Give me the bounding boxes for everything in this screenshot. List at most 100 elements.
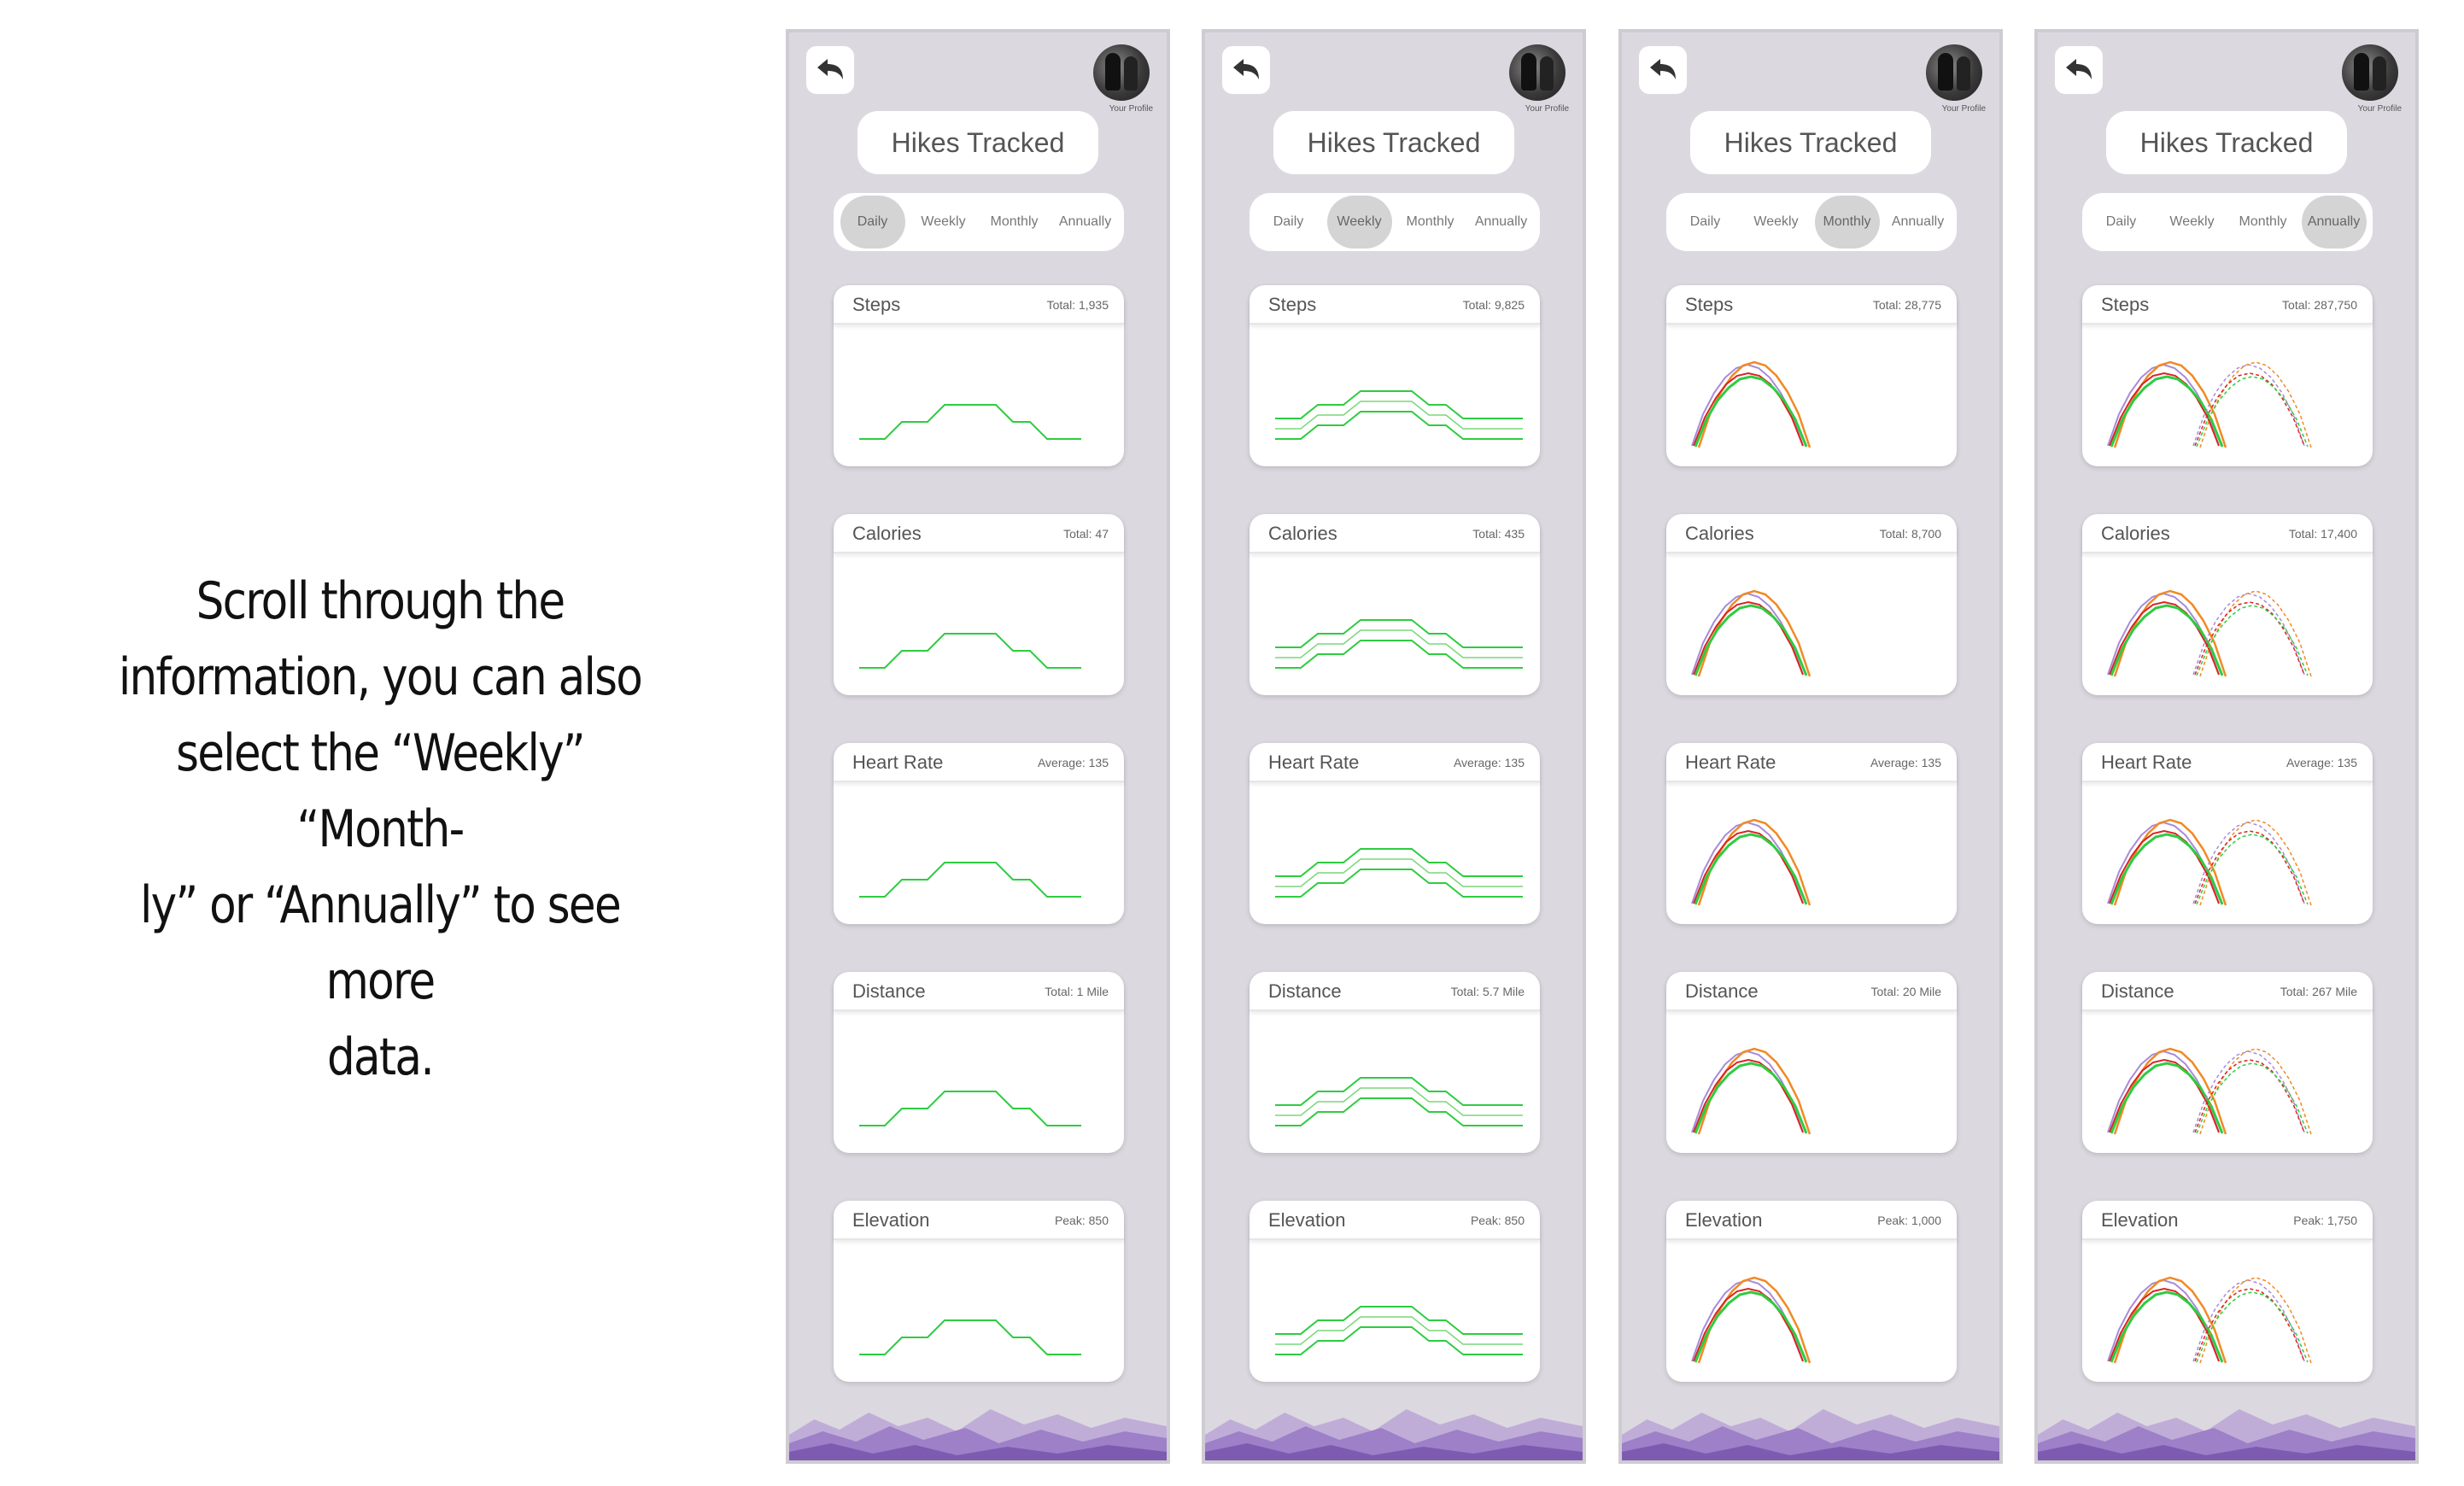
card-header: Distance Total: 5.7 Mile <box>1250 972 1540 1011</box>
card-header: Heart Rate Average: 135 <box>1666 743 1957 782</box>
series-line <box>2110 604 2224 676</box>
trend-chart <box>1275 1077 1523 1126</box>
card-title: Heart Rate <box>1685 752 1776 773</box>
profile-avatar[interactable] <box>2342 44 2398 101</box>
card-header: Distance Total: 20 Mile <box>1666 972 1957 1011</box>
card-total: Peak: 1,000 <box>1877 1214 1941 1227</box>
metric-card-steps[interactable]: Steps Total: 1,935 <box>834 285 1124 466</box>
profile-label[interactable]: Your Profile <box>1525 104 1569 114</box>
mountain-decoration <box>1622 1409 1999 1460</box>
metric-card-calories[interactable]: Calories Total: 17,400 <box>2082 514 2373 695</box>
profile-avatar[interactable] <box>1093 44 1150 101</box>
series-line <box>2196 1062 2309 1134</box>
card-total: Total: 435 <box>1472 527 1525 541</box>
card-title: Calories <box>2101 523 2170 544</box>
tab-weekly[interactable]: Weekly <box>1326 196 1392 249</box>
metric-card-steps[interactable]: Steps Total: 9,825 <box>1250 285 1540 466</box>
metric-card-distance[interactable]: Distance Total: 1 Mile <box>834 972 1124 1153</box>
trend-chart <box>859 633 1081 669</box>
metric-card-distance[interactable]: Distance Total: 20 Mile <box>1666 972 1957 1153</box>
profile-label[interactable]: Your Profile <box>2357 104 2402 114</box>
series-line <box>1693 1287 1804 1362</box>
instruction-line: data. <box>326 1027 435 1087</box>
phone-screen: Your Profile Hikes Tracked Daily Weekly Mont… <box>786 29 1170 1464</box>
tab-weekly[interactable]: Weekly <box>921 214 966 229</box>
card-header: Calories Total: 17,400 <box>2082 514 2373 553</box>
page-title: Hikes Tracked <box>857 111 1098 174</box>
tab-daily[interactable]: Daily <box>840 196 905 249</box>
metric-card-heart-rate[interactable]: Heart Rate Average: 135 <box>1666 743 1957 924</box>
tab-weekly[interactable]: Weekly <box>2169 214 2215 229</box>
tab-annually[interactable]: Annually <box>1058 214 1112 229</box>
series-line <box>2196 605 2309 676</box>
series-line <box>1275 869 1523 898</box>
series-line <box>1693 600 1804 676</box>
series-line <box>1275 1087 1523 1116</box>
metric-card-calories[interactable]: Calories Total: 47 <box>834 514 1124 695</box>
card-title: Heart Rate <box>1268 752 1360 773</box>
tab-weekly[interactable]: Weekly <box>1753 214 1799 229</box>
metric-card-distance[interactable]: Distance Total: 267 Mile <box>2082 972 2373 1153</box>
card-title: Steps <box>852 294 901 315</box>
metric-card-heart-rate[interactable]: Heart Rate Average: 135 <box>834 743 1124 924</box>
series-line <box>1275 1326 1523 1355</box>
trend-chart <box>1691 818 1811 906</box>
trend-chart <box>2107 589 2312 677</box>
tab-daily[interactable]: Daily <box>2105 214 2137 229</box>
tab-annually[interactable]: Annually <box>1891 214 1945 229</box>
card-total: Peak: 1,750 <box>2293 1214 2357 1227</box>
card-total: Total: 267 Mile <box>2280 985 2357 998</box>
back-button[interactable] <box>806 46 854 94</box>
tab-annually[interactable]: Annually <box>2301 196 2367 249</box>
card-title: Calories <box>1268 523 1337 544</box>
metric-card-heart-rate[interactable]: Heart Rate Average: 135 <box>1250 743 1540 924</box>
page-title: Hikes Tracked <box>1690 111 1931 174</box>
card-header: Elevation Peak: 850 <box>1250 1201 1540 1240</box>
phone-screen: Your Profile Hikes Tracked Daily Weekly Mont… <box>1202 29 1586 1464</box>
profile-label[interactable]: Your Profile <box>1941 104 1986 114</box>
series-line <box>859 633 1081 669</box>
card-title: Elevation <box>1685 1209 1763 1231</box>
back-button[interactable] <box>2055 46 2103 94</box>
metric-card-elevation[interactable]: Elevation Peak: 850 <box>834 1201 1124 1382</box>
series-line <box>2194 830 2305 904</box>
page-title: Hikes Tracked <box>2106 111 2347 174</box>
back-arrow-icon <box>1233 59 1259 79</box>
series-line <box>2109 829 2220 904</box>
tab-annually[interactable]: Annually <box>1474 214 1528 229</box>
tab-monthly[interactable]: Monthly <box>2239 214 2287 229</box>
tab-daily[interactable]: Daily <box>1689 214 1721 229</box>
card-title: Steps <box>1268 294 1317 315</box>
metric-card-calories[interactable]: Calories Total: 8,700 <box>1666 514 1957 695</box>
trend-chart <box>2107 1047 2312 1135</box>
metric-card-elevation[interactable]: Elevation Peak: 850 <box>1250 1201 1540 1382</box>
profile-avatar[interactable] <box>1926 44 1982 101</box>
metric-card-elevation[interactable]: Elevation Peak: 1,750 <box>2082 1201 2373 1382</box>
metric-card-distance[interactable]: Distance Total: 5.7 Mile <box>1250 972 1540 1153</box>
tab-monthly[interactable]: Monthly <box>990 214 1039 229</box>
tab-daily[interactable]: Daily <box>1273 214 1304 229</box>
profile-avatar[interactable] <box>1509 44 1566 101</box>
card-title: Distance <box>1268 980 1342 1002</box>
series-line <box>1275 629 1523 658</box>
card-title: Steps <box>1685 294 1734 315</box>
tab-monthly[interactable]: Monthly <box>1406 214 1454 229</box>
tab-monthly[interactable]: Monthly <box>1814 196 1880 249</box>
metric-card-heart-rate[interactable]: Heart Rate Average: 135 <box>2082 743 2373 924</box>
card-total: Average: 135 <box>1870 756 1941 769</box>
card-title: Distance <box>1685 980 1759 1002</box>
back-button[interactable] <box>1222 46 1270 94</box>
card-total: Total: 5.7 Mile <box>1450 985 1525 998</box>
profile-label[interactable]: Your Profile <box>1109 104 1153 114</box>
series-line <box>2109 1058 2220 1133</box>
card-total: Average: 135 <box>2285 756 2357 769</box>
series-line <box>2194 372 2305 447</box>
metric-card-calories[interactable]: Calories Total: 435 <box>1250 514 1540 695</box>
back-button[interactable] <box>1639 46 1687 94</box>
card-total: Total: 287,750 <box>2282 298 2357 312</box>
metric-card-elevation[interactable]: Elevation Peak: 1,000 <box>1666 1201 1957 1382</box>
series-line <box>1694 1290 1808 1363</box>
card-total: Peak: 850 <box>1054 1214 1109 1227</box>
metric-card-steps[interactable]: Steps Total: 28,775 <box>1666 285 1957 466</box>
metric-card-steps[interactable]: Steps Total: 287,750 <box>2082 285 2373 466</box>
